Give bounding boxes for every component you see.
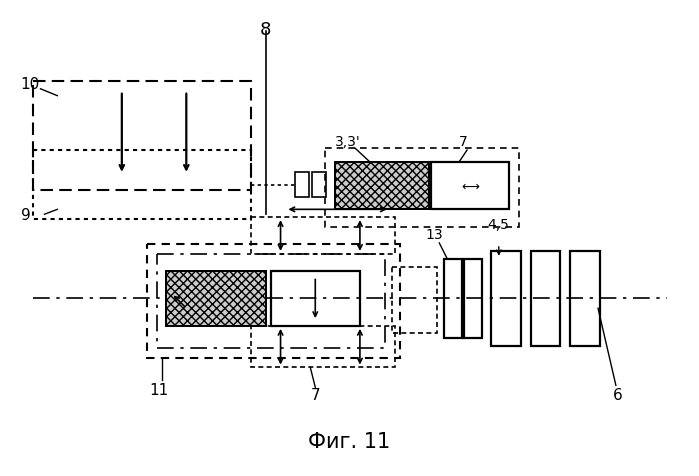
Bar [157, 254, 384, 348]
Bar [464, 259, 482, 338]
Bar [251, 218, 395, 254]
Bar [391, 267, 438, 333]
Bar [491, 251, 521, 346]
Text: 9: 9 [21, 208, 30, 222]
Bar [531, 251, 561, 346]
Text: Фиг. 11: Фиг. 11 [308, 432, 390, 452]
Text: 10: 10 [21, 77, 40, 92]
Bar [296, 172, 310, 198]
Bar [271, 271, 360, 326]
Text: 6: 6 [613, 387, 623, 402]
Bar [431, 162, 509, 210]
Text: 7: 7 [459, 135, 468, 149]
Bar [33, 82, 251, 190]
Text: 4,5: 4,5 [487, 218, 509, 232]
Bar [33, 151, 251, 220]
Bar [325, 149, 519, 228]
Bar [166, 271, 266, 326]
Bar [335, 162, 429, 210]
Bar [312, 172, 326, 198]
Bar [445, 259, 462, 338]
Bar [166, 271, 266, 326]
Text: 8: 8 [260, 20, 271, 39]
Bar [147, 244, 400, 358]
Text: 3,3': 3,3' [335, 135, 361, 149]
Text: 13: 13 [426, 228, 443, 241]
Bar [335, 162, 429, 210]
Text: $\longleftrightarrow$: $\longleftrightarrow$ [459, 180, 481, 193]
Text: 7: 7 [310, 387, 320, 402]
Bar [570, 251, 600, 346]
Text: 11: 11 [150, 383, 169, 397]
Bar [251, 326, 395, 367]
